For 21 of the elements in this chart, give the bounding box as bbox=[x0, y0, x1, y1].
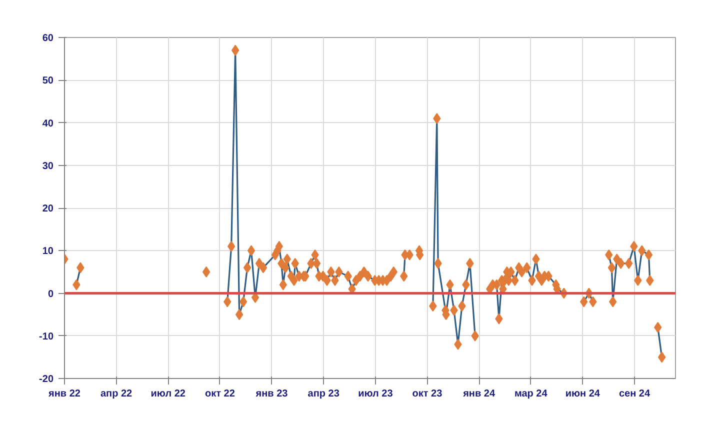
y-tick-label: 60 bbox=[42, 33, 54, 44]
y-tick-label: 40 bbox=[42, 118, 54, 130]
x-tick-label: апр 22 bbox=[100, 388, 133, 400]
y-tick-label: 10 bbox=[42, 246, 54, 258]
y-tick-label: -10 bbox=[39, 331, 54, 342]
y-tick-label: 0 bbox=[48, 288, 54, 300]
x-tick-label: июн 24 bbox=[565, 388, 600, 400]
y-tick-label: 50 bbox=[42, 76, 54, 87]
x-tick-label: сен 24 bbox=[618, 388, 650, 400]
x-tick-label: янв 22 bbox=[48, 388, 81, 400]
x-tick-label: июл 23 bbox=[358, 388, 394, 400]
x-tick-label: янв 24 bbox=[463, 388, 496, 400]
x-tick-label: окт 23 bbox=[412, 388, 443, 400]
x-tick-label: янв 23 bbox=[256, 388, 288, 400]
x-tick-label: апр 23 bbox=[308, 388, 340, 400]
x-tick-label: окт 22 bbox=[205, 388, 236, 400]
x-tick-label: июл 22 bbox=[150, 388, 186, 400]
y-tick-label: -20 bbox=[39, 374, 54, 385]
x-tick-label: мар 24 bbox=[514, 388, 548, 400]
y-tick-label: 30 bbox=[42, 160, 54, 172]
y-tick-label: 20 bbox=[42, 204, 54, 214]
